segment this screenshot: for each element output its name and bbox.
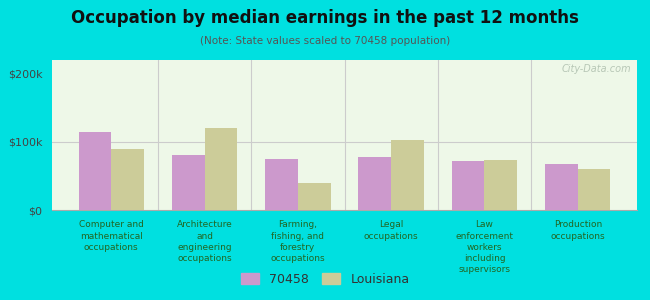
Bar <box>298 183 330 210</box>
Bar <box>205 128 237 210</box>
Bar <box>172 155 205 210</box>
Text: (Note: State values scaled to 70458 population): (Note: State values scaled to 70458 popu… <box>200 36 450 46</box>
Bar <box>265 159 298 210</box>
Bar <box>452 161 484 210</box>
Bar <box>79 132 111 210</box>
Legend: 70458, Louisiana: 70458, Louisiana <box>235 268 415 291</box>
Bar <box>391 140 424 210</box>
Text: City-Data.com: City-Data.com <box>562 64 631 74</box>
Bar <box>578 169 610 210</box>
Text: Occupation by median earnings in the past 12 months: Occupation by median earnings in the pas… <box>71 9 579 27</box>
Bar <box>545 164 578 210</box>
Bar <box>359 157 391 210</box>
Bar <box>111 148 144 210</box>
Bar <box>484 160 517 210</box>
